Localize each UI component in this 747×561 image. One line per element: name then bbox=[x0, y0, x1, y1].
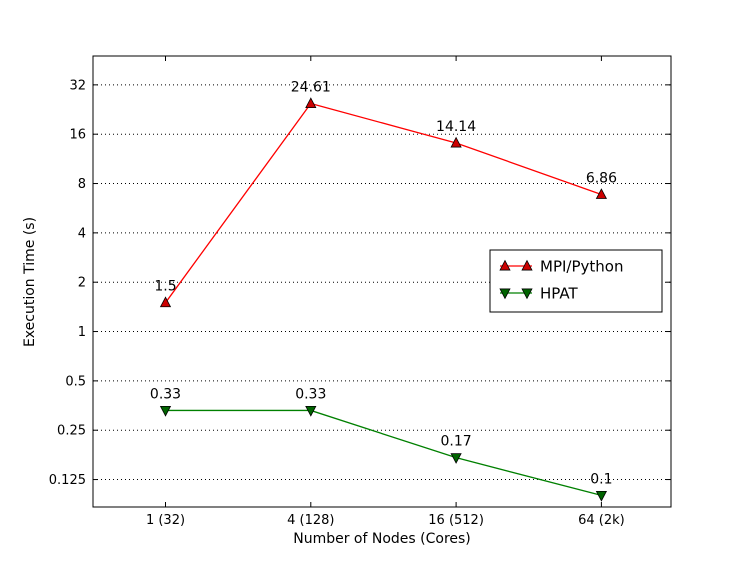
y-tick-label: 0.125 bbox=[49, 473, 86, 488]
data-label: 24.61 bbox=[291, 80, 331, 96]
x-tick-label: 16 (512) bbox=[428, 513, 484, 528]
x-axis: 1 (32) 4 (128) 16 (512) 64 (2k) bbox=[146, 56, 625, 528]
x-tick-label: 1 (32) bbox=[146, 513, 185, 528]
series-layer bbox=[159, 97, 608, 502]
data-label: 0.1 bbox=[590, 471, 612, 487]
data-point bbox=[305, 406, 317, 417]
data-label: 1.5 bbox=[154, 279, 176, 295]
y-tick-label: 0.25 bbox=[57, 424, 86, 439]
data-point bbox=[595, 490, 608, 502]
y-axis-title: Execution Time (s) bbox=[22, 217, 38, 347]
data-label: 0.33 bbox=[150, 386, 181, 402]
grid-lines bbox=[93, 84, 671, 481]
data-point bbox=[159, 406, 172, 417]
y-tick-label: 32 bbox=[69, 78, 86, 93]
y-tick-label: 16 bbox=[69, 128, 86, 143]
data-labels: 1.5 24.61 14.14 6.86 0.33 0.33 0.17 0.1 bbox=[150, 80, 617, 488]
y-tick-label: 0.5 bbox=[65, 374, 86, 389]
data-point bbox=[159, 296, 172, 308]
y-tick-label: 4 bbox=[78, 226, 86, 241]
legend-marker bbox=[521, 288, 533, 300]
series-line bbox=[164, 102, 602, 304]
y-tick-label: 1 bbox=[78, 325, 86, 340]
x-tick-label: 4 (128) bbox=[287, 513, 334, 528]
y-tick-label: 2 bbox=[78, 276, 86, 291]
data-point bbox=[305, 97, 317, 108]
x-tick-label: 64 (2k) bbox=[578, 513, 625, 528]
data-label: 14.14 bbox=[436, 119, 476, 135]
legend-marker bbox=[521, 259, 533, 271]
series-line bbox=[165, 409, 602, 497]
x-axis-title: Number of Nodes (Cores) bbox=[293, 531, 471, 547]
data-label: 6.86 bbox=[586, 170, 617, 186]
data-label: 0.17 bbox=[441, 434, 472, 450]
legend: MPI/Python HPAT bbox=[489, 249, 663, 313]
legend-label: MPI/Python bbox=[540, 258, 623, 276]
y-axis: 0.125 0.25 0.5 1 2 4 8 16 32 bbox=[49, 78, 671, 488]
data-point bbox=[450, 453, 462, 464]
legend-label: HPAT bbox=[540, 285, 578, 303]
y-tick-label: 8 bbox=[78, 177, 86, 192]
data-point bbox=[595, 188, 608, 199]
legend-marker bbox=[499, 288, 511, 300]
data-label: 0.33 bbox=[295, 386, 326, 402]
data-point bbox=[450, 136, 462, 148]
legend-marker bbox=[499, 259, 511, 271]
plot-frame bbox=[92, 55, 672, 508]
legend-box bbox=[489, 249, 663, 313]
